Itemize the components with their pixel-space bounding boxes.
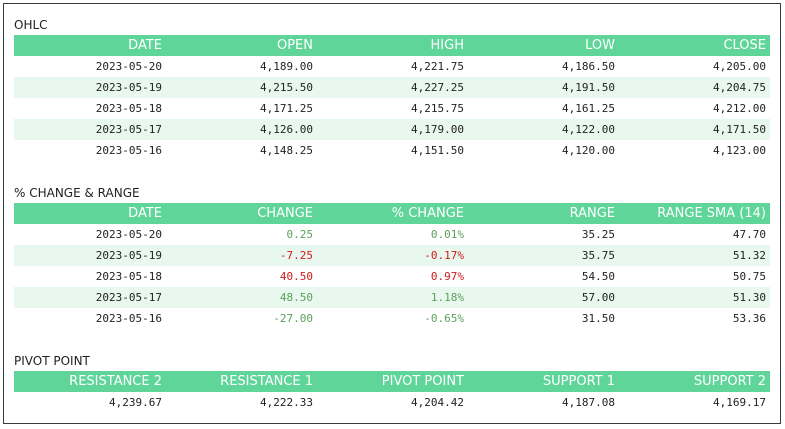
ohlc-cell: 4,191.50 [468,77,619,98]
change-header-change: CHANGE [166,203,317,224]
ohlc-cell: 4,161.25 [562,102,615,115]
pivot-cell: 4,204.42 [411,396,464,409]
table-row: 4,239.67 4,222.33 4,204.42 4,187.08 4,16… [14,392,770,413]
change-cell: 2023-05-17 [14,287,166,308]
change-cell: 1.18% [317,287,468,308]
ohlc-header-low: LOW [468,35,619,56]
ohlc-cell: 4,126.00 [166,119,317,140]
change-cell: 54.50 [581,270,615,283]
change-cell: 50.75 [732,270,766,283]
change-cell: 35.25 [581,228,615,241]
change-cell: 48.50 [166,287,317,308]
table-row: 2023-05-18 40.50 0.97% 54.50 50.75 [14,266,770,287]
change-cell: 40.50 [279,270,313,283]
ohlc-cell: 4,204.75 [619,77,770,98]
table-row: 2023-05-16 -27.00 -0.65% 31.50 53.36 [14,308,770,329]
ohlc-header-date: DATE [14,35,166,56]
ohlc-header-row: DATE OPEN HIGH LOW CLOSE [14,35,770,56]
ohlc-cell: 4,215.50 [166,77,317,98]
ohlc-cell: 2023-05-17 [14,119,166,140]
change-cell: 2023-05-18 [95,270,162,283]
table-row: 2023-05-17 4,126.00 4,179.00 4,122.00 4,… [14,119,770,140]
change-header-range: RANGE [468,203,619,224]
ohlc-header-high: HIGH [317,35,468,56]
change-cell: -0.17% [317,245,468,266]
change-cell: 31.50 [581,312,615,325]
change-cell: -0.65% [424,312,464,325]
ohlc-cell: 4,186.50 [562,60,615,73]
ohlc-cell: 4,122.00 [468,119,619,140]
table-row: 2023-05-19 -7.25 -0.17% 35.75 51.32 [14,245,770,266]
change-header-pct-change: % CHANGE [317,203,468,224]
change-cell: 0.01% [430,228,464,241]
ohlc-cell: 2023-05-16 [95,144,162,157]
ohlc-cell: 2023-05-20 [95,60,162,73]
change-cell: 0.97% [430,270,464,283]
ohlc-cell: 4,205.00 [713,60,766,73]
change-header-row: DATE CHANGE % CHANGE RANGE RANGE SMA (14… [14,203,770,224]
pivot-cell: 4,187.08 [562,396,615,409]
pivot-header-support-2: SUPPORT 2 [619,371,770,392]
change-cell: 51.30 [619,287,770,308]
table-row: 2023-05-19 4,215.50 4,227.25 4,191.50 4,… [14,77,770,98]
ohlc-cell: 2023-05-18 [95,102,162,115]
pivot-header-row: RESISTANCE 2 RESISTANCE 1 PIVOT POINT SU… [14,371,770,392]
ohlc-title: OHLC [14,18,48,32]
change-header-range-sma: RANGE SMA (14) [619,203,770,224]
ohlc-cell: 4,123.00 [713,144,766,157]
change-title: % CHANGE & RANGE [14,186,140,200]
ohlc-cell: 4,179.00 [317,119,468,140]
ohlc-header-open: OPEN [166,35,317,56]
change-cell: 0.25 [286,228,314,241]
change-cell: -7.25 [166,245,317,266]
table-row: 2023-05-20 4,189.00 4,221.75 4,186.50 4,… [14,56,770,77]
ohlc-cell: 4,189.00 [260,60,313,73]
change-cell: 35.75 [468,245,619,266]
ohlc-cell: 4,148.25 [260,144,313,157]
pivot-cell: 4,239.67 [109,396,162,409]
ohlc-cell: 4,120.00 [562,144,615,157]
change-cell: 47.70 [732,228,766,241]
ohlc-table: DATE OPEN HIGH LOW CLOSE 2023-05-20 4,18… [14,35,770,161]
ohlc-header-close: CLOSE [619,35,770,56]
pivot-header-resistance-2: RESISTANCE 2 [14,371,166,392]
ohlc-cell: 2023-05-19 [14,77,166,98]
ohlc-cell: 4,151.50 [411,144,464,157]
change-cell: -27.00 [273,312,313,325]
table-row: 2023-05-20 0.25 0.01% 35.25 47.70 [14,224,770,245]
change-table: DATE CHANGE % CHANGE RANGE RANGE SMA (14… [14,203,770,329]
pivot-header-support-1: SUPPORT 1 [468,371,619,392]
change-cell: 51.32 [619,245,770,266]
change-cell: 2023-05-19 [14,245,166,266]
ohlc-cell: 4,227.25 [317,77,468,98]
pivot-title: PIVOT POINT [14,354,90,368]
change-cell: 53.36 [732,312,766,325]
ohlc-cell: 4,171.25 [260,102,313,115]
pivot-table: RESISTANCE 2 RESISTANCE 1 PIVOT POINT SU… [14,371,770,413]
table-row: 2023-05-16 4,148.25 4,151.50 4,120.00 4,… [14,140,770,161]
change-header-date: DATE [14,203,166,224]
ohlc-cell: 4,212.00 [713,102,766,115]
pivot-cell: 4,222.33 [260,396,313,409]
change-cell: 2023-05-20 [95,228,162,241]
table-row: 2023-05-18 4,171.25 4,215.75 4,161.25 4,… [14,98,770,119]
pivot-cell: 4,169.17 [713,396,766,409]
ohlc-cell: 4,221.75 [411,60,464,73]
ohlc-cell: 4,215.75 [411,102,464,115]
ohlc-cell: 4,171.50 [619,119,770,140]
pivot-header-resistance-1: RESISTANCE 1 [166,371,317,392]
change-cell: 2023-05-16 [95,312,162,325]
change-cell: 57.00 [468,287,619,308]
table-row: 2023-05-17 48.50 1.18% 57.00 51.30 [14,287,770,308]
pivot-header-pivot-point: PIVOT POINT [317,371,468,392]
